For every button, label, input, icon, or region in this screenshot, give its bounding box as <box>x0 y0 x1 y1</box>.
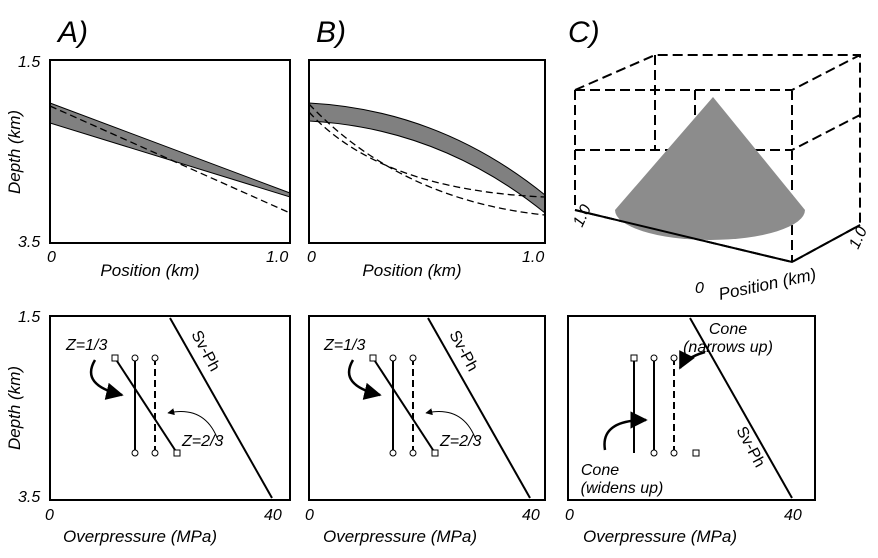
panel-b-top: 0 1.0 Position (km) <box>307 59 546 280</box>
y-tick-label: 3.5 <box>18 489 40 506</box>
x-axis-title: Position (km) <box>100 261 199 280</box>
y-tick-label: 3.5 <box>18 234 40 251</box>
annotation: (narrows up) <box>683 339 773 356</box>
y-tick-label: 1.5 <box>18 54 40 71</box>
x-tick-label: 0 <box>565 507 574 524</box>
x-tick-label: 0 <box>305 507 314 524</box>
annotation: Z=1/3 <box>323 337 365 354</box>
annotation: Z=2/3 <box>181 433 223 450</box>
panel-label: A) <box>56 16 88 49</box>
x-tick-label: 40 <box>784 507 802 524</box>
panel-b-bottom: Z=1/3 Z=2/3 Sv-Ph 0 40 Overpressure (MPa… <box>305 315 546 546</box>
annotation: Cone <box>581 462 619 479</box>
origin-label: 0 <box>695 280 704 297</box>
annotation: Z=2/3 <box>439 433 481 450</box>
x-tick-label: 1.0 <box>266 249 288 266</box>
y-axis-title: Depth (km) <box>5 110 24 194</box>
x-tick-label: 0 <box>307 249 316 266</box>
x-axis-title: Position (km) <box>362 261 461 280</box>
x-axis-title: Overpressure (MPa) <box>323 527 477 546</box>
annotation: Sv-Ph <box>445 328 480 374</box>
panel-a-bottom: Z=1/3 Z=2/3 Sv-Ph 1.5 3.5 Depth (km) 0 4… <box>5 309 291 546</box>
panel-c-top: 1.0 1.0 Position (km) 0 <box>570 54 871 304</box>
x-axis-title: Overpressure (MPa) <box>63 527 217 546</box>
axis-tick-label: 1.0 <box>570 202 595 229</box>
x-tick-label: 1.0 <box>522 249 544 266</box>
panel-label: B) <box>316 16 346 49</box>
x-tick-label: 0 <box>47 249 56 266</box>
x-tick-label: 0 <box>45 507 54 524</box>
x-tick-label: 40 <box>522 507 540 524</box>
annotation: Cone <box>709 321 747 338</box>
annotation: Z=1/3 <box>65 337 107 354</box>
panel-a-top: 1.5 3.5 Depth (km) 0 1.0 Position (km) <box>5 54 291 280</box>
x-tick-label: 40 <box>264 507 282 524</box>
annotation: Sv-Ph <box>187 328 222 374</box>
y-axis-title: Depth (km) <box>5 366 24 450</box>
axis-tick-label: 1.0 <box>846 224 871 251</box>
annotation: (widens up) <box>581 480 664 497</box>
y-tick-label: 1.5 <box>18 309 40 326</box>
panel-c-bottom: Cone (narrows up) Cone (widens up) Sv-Ph… <box>565 315 816 546</box>
x-axis-title: Overpressure (MPa) <box>583 527 737 546</box>
axis-title: Position (km) <box>717 265 818 304</box>
panel-label: C) <box>568 16 600 49</box>
